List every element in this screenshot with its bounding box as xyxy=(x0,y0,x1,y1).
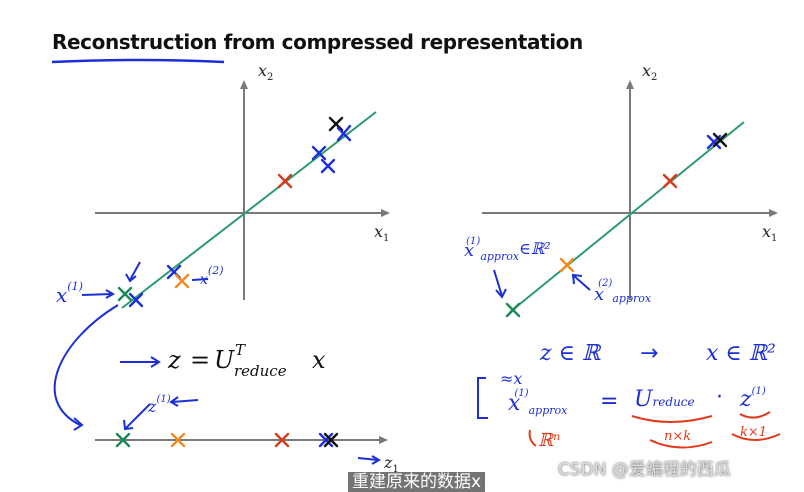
left-annotations: x(1) x(2) xyxy=(53,261,224,431)
annot-x1-arrow xyxy=(81,293,113,296)
slide-title: Reconstruction from compressed represent… xyxy=(52,30,583,54)
z-point-orange xyxy=(170,432,186,448)
left-x-label: x1 xyxy=(374,222,389,244)
annot-kx1: k×1 xyxy=(740,425,767,440)
z1-arrow xyxy=(125,403,151,429)
annot-arrow: → xyxy=(640,341,658,366)
annot-rn: ℝⁿ xyxy=(538,430,560,451)
video-subtitle: 重建原来的数据x xyxy=(348,472,486,492)
left-point-blue-e xyxy=(128,292,144,308)
watermark: CSDN @爱编程的西瓜 xyxy=(558,460,731,480)
left-plot-axes: x2 x1 xyxy=(95,61,390,300)
right-x-label: x1 xyxy=(762,222,777,244)
z-point-black xyxy=(323,432,339,448)
eq-T: T xyxy=(235,341,246,359)
right-point-red xyxy=(662,173,678,189)
curved-arrow xyxy=(53,304,119,426)
z-point-blue xyxy=(318,432,334,448)
annot-x1: x(1) xyxy=(56,280,83,307)
annot-eq-sign: = xyxy=(600,389,618,414)
left-point-black xyxy=(328,116,344,132)
left-point-orange xyxy=(174,273,190,289)
eq-reduce: reduce xyxy=(234,362,287,380)
annot-z-in-r: z ∈ ℝ xyxy=(539,341,602,366)
red-annotations: ℝⁿ n×k k×1 xyxy=(528,411,781,451)
left-plot-points xyxy=(117,116,352,308)
right-annotations: x(1)approx∈ℝ² x(2)approx z ∈ ℝ → x ∈ ℝ² … xyxy=(464,236,776,419)
eq-equals: = xyxy=(190,346,210,374)
left-point-green xyxy=(117,286,133,302)
left-point-red xyxy=(277,173,293,189)
annot-x-in-rn: x ∈ ℝ² xyxy=(706,341,776,366)
annot-nxk: n×k xyxy=(664,429,691,444)
left-y-axis-arrow xyxy=(240,80,248,89)
bottom-z-label: z1 xyxy=(383,453,399,475)
annot-x2-arrow xyxy=(191,278,209,281)
projection-equation: z = U T reduce x xyxy=(167,341,326,380)
annot-x2: x(2) xyxy=(200,264,224,288)
right-y-label: x2 xyxy=(642,61,657,83)
annot-ureduce: Ureduce xyxy=(634,387,695,412)
right-point-green xyxy=(505,302,521,318)
bracket xyxy=(477,377,488,419)
annot-dot: · xyxy=(716,385,723,410)
annot-x1-down-arrow xyxy=(129,261,141,281)
annot-approx-x: ≈x xyxy=(500,369,522,388)
right-point-orange xyxy=(559,257,575,273)
right-projection-line xyxy=(509,121,745,313)
annot-z1: z(1) xyxy=(147,394,171,416)
right-point-black xyxy=(712,132,728,148)
annot-xapprox-eq: x(1)approx xyxy=(508,388,568,417)
eq-x: x xyxy=(312,346,326,374)
left-projection-line xyxy=(121,111,377,309)
eq-U: U xyxy=(214,346,235,374)
left-point-blue-a xyxy=(336,124,352,142)
eq-z: z xyxy=(167,346,181,374)
annot-z-eq: z(1) xyxy=(739,386,766,412)
left-point-blue-c xyxy=(320,158,336,174)
left-y-label: x2 xyxy=(258,61,273,83)
annot-xapprox1: x(1)approx∈ℝ² xyxy=(464,236,551,263)
right-plot-axes: x2 x1 xyxy=(482,61,778,300)
bottom-z-axis: z(1) z1 xyxy=(95,394,399,475)
left-point-blue-b xyxy=(311,145,327,161)
annot-xapprox2: x(2)approx xyxy=(594,278,652,305)
z-point-red xyxy=(274,432,290,448)
z-point-green xyxy=(115,432,131,448)
title-underline xyxy=(51,58,225,64)
right-plot-points xyxy=(505,132,728,318)
left-x-axis-arrow xyxy=(381,209,390,217)
